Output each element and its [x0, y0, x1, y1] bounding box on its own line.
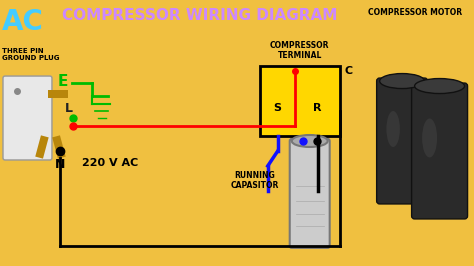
Ellipse shape: [380, 74, 425, 89]
Ellipse shape: [386, 111, 400, 147]
FancyBboxPatch shape: [411, 83, 467, 219]
Text: THREE PIN
GROUND PLUG: THREE PIN GROUND PLUG: [2, 48, 60, 61]
Text: C: C: [345, 66, 353, 76]
Text: 220 V AC: 220 V AC: [82, 158, 138, 168]
FancyBboxPatch shape: [3, 76, 52, 160]
Bar: [48, 90, 68, 98]
Ellipse shape: [292, 135, 328, 147]
Bar: [52, 135, 65, 159]
Text: L: L: [65, 102, 73, 115]
Text: RUNNING
CAPASITOR: RUNNING CAPASITOR: [230, 171, 279, 190]
Text: COMPRESSOR WIRING DIAGRAM: COMPRESSOR WIRING DIAGRAM: [62, 8, 337, 23]
Text: COMPRESSOR
TERMINAL: COMPRESSOR TERMINAL: [270, 41, 329, 60]
Text: E: E: [58, 74, 68, 89]
Bar: [35, 135, 49, 159]
Ellipse shape: [415, 78, 465, 94]
FancyBboxPatch shape: [290, 139, 330, 248]
FancyBboxPatch shape: [377, 78, 428, 204]
Text: AC: AC: [2, 8, 44, 36]
Bar: [260, 66, 340, 136]
Text: COMPRESSOR MOTOR: COMPRESSOR MOTOR: [367, 8, 462, 17]
Text: S: S: [274, 103, 282, 113]
Text: R: R: [313, 103, 322, 113]
Text: N: N: [55, 158, 65, 171]
Ellipse shape: [422, 119, 437, 157]
